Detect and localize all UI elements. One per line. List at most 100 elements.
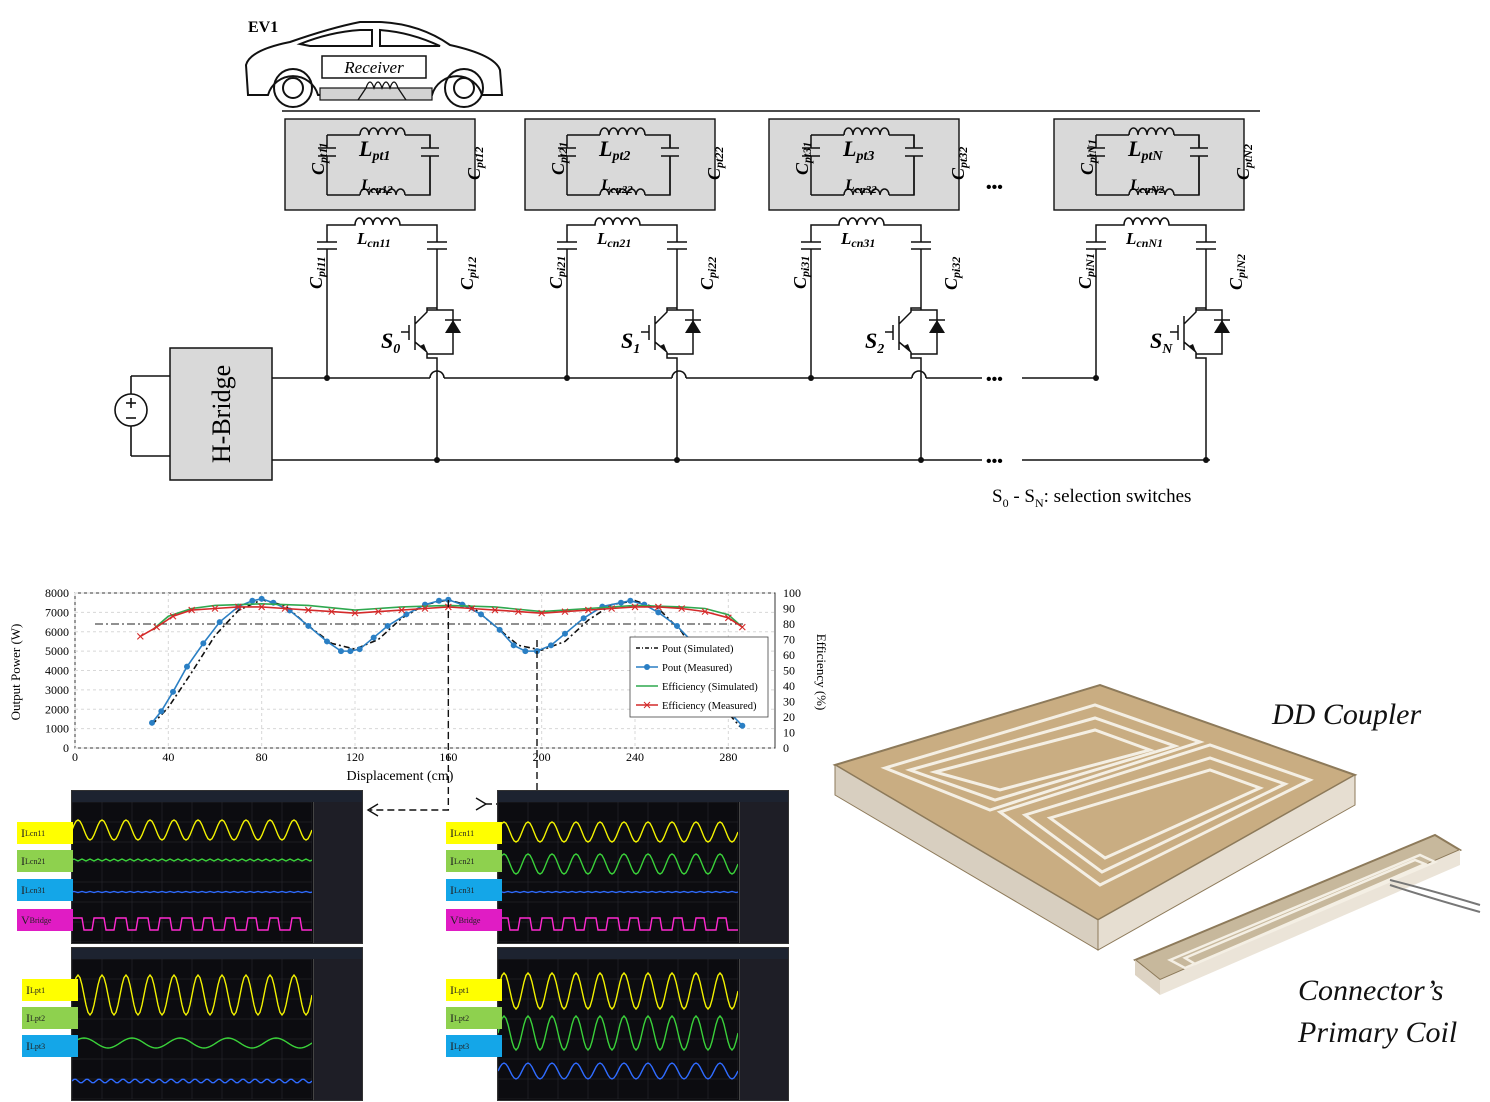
waveform-trace [498,853,738,875]
y-tick-label: 7000 [45,605,69,619]
series-point [384,622,391,629]
switch-label: SN [1150,328,1173,357]
chart-ticks: 0 40 80 120 160 200 240 28001000200030004000500… [45,586,801,764]
y2-tick-label: 20 [783,710,795,724]
lcn-coil-icon [810,217,922,242]
y2-tick-label: 100 [783,586,801,600]
transmitter-pad-box [1053,118,1245,211]
cpt-left-label: CptN1 [1077,139,1099,175]
receiver-pad [319,87,433,101]
y-tick-label: 1000 [45,722,69,736]
channel-tag: I Lcn31 [17,879,73,901]
channel-tag: I Lpt2 [446,1007,502,1029]
receiver-box [321,55,427,79]
series-line-3 [139,606,743,638]
channel-tag: V Bridge [446,909,502,931]
y2-tick-label: 50 [783,664,795,678]
waveform-trace [498,917,738,931]
series-point [522,648,529,655]
igbt-switch-icon [641,307,701,460]
cpt-left-label: Cpt31 [792,142,814,175]
series-point [258,595,265,602]
lpt-label: Lpt3 [842,136,874,164]
lpt-label: LptN [1127,136,1163,164]
series-point [258,603,266,611]
lcn-label: LcnN1 [1125,229,1163,250]
series-point [188,606,196,614]
switch-label: S0 [381,328,400,357]
series-point [324,638,330,645]
series-point [468,605,476,612]
lcn-pad-label: Lcn22 [600,177,633,196]
series-point [491,606,499,614]
switch-label: S1 [621,328,640,357]
waveform-trace [72,858,312,862]
series-point [445,596,452,603]
igbt-switch-icon [1170,307,1230,460]
x-tick-label: 280 [719,750,737,764]
series-point [169,612,177,620]
cpt-right-label: Cpt12 [464,147,486,180]
chart-legend: Pout (Simulated) Pout (Measured) Efficienc… [629,636,769,718]
series-point [562,630,568,637]
legend-entry: Efficiency (Simulated) [662,682,758,693]
series-point [538,609,546,617]
cpt-right-label: Cpt32 [948,147,970,180]
series-point [436,597,442,604]
waveform-trace [498,1014,738,1052]
channel-tag: I Lpt3 [22,1035,78,1057]
series-point [548,642,554,649]
marker-line-left [370,600,450,811]
channel-tag: I Lpt1 [22,979,78,1001]
scope-waveforms [72,959,312,1099]
lpt-coil-icon [1128,127,1175,136]
waveform-trace [72,1078,312,1084]
y-tick-label: 6000 [45,625,69,639]
waveform-trace [498,971,738,1011]
lcn-pad-coil-icon [1128,188,1175,196]
legend-entry: Pout (Measured) [662,663,733,674]
series-point [370,634,377,641]
lcn-pad-coil-icon [599,188,646,196]
switch-label: S2 [865,328,884,357]
cpt-right-label: CptN2 [1233,144,1255,180]
y-tick-label: 3000 [45,683,69,697]
transmitter-pad-box [524,118,716,211]
y-tick-label: 0 [63,741,69,755]
legend-box [629,636,769,718]
waveform-trace [72,1037,312,1049]
scope-waveforms [72,802,312,942]
channel-tag: I Lpt1 [446,979,502,1001]
series-point [249,597,256,604]
chart-series [95,595,746,729]
receiver-label: Receiver [343,58,404,77]
series-point [580,615,587,622]
series-point [281,605,289,612]
x-tick-label: 40 [162,750,174,764]
h-bridge-label: H-Bridge [207,365,236,463]
series-point [478,611,484,618]
lcn-label: Lcn11 [356,229,391,250]
y2-tick-label: 0 [783,741,789,755]
y2-tick-label: 90 [783,602,795,616]
ev-label: EV1 [248,19,278,36]
series-point [170,688,176,695]
lcn-pad-coil-icon [359,188,406,196]
series-point [347,648,354,655]
ellipsis-mid: ••• [986,371,1003,388]
cpt-right-label: Cpt22 [704,147,726,180]
lcn-pad-label: Lcn32 [844,177,877,196]
legend-entry: Pout (Simulated) [662,644,734,655]
lpt-coil-icon [599,127,646,136]
series-point [234,603,242,611]
chart-ylabel: Output Power (W) [8,624,23,721]
scope-waveforms [498,959,738,1099]
cpi-right-label: Cpi12 [457,257,479,290]
lcn-pad-label: Lcn12 [360,177,393,196]
lcn-pad-coil-icon [843,188,890,196]
series-point [561,608,569,615]
series-point [627,597,634,604]
ev-car [244,21,504,108]
receiver-coil-icon [357,81,407,101]
